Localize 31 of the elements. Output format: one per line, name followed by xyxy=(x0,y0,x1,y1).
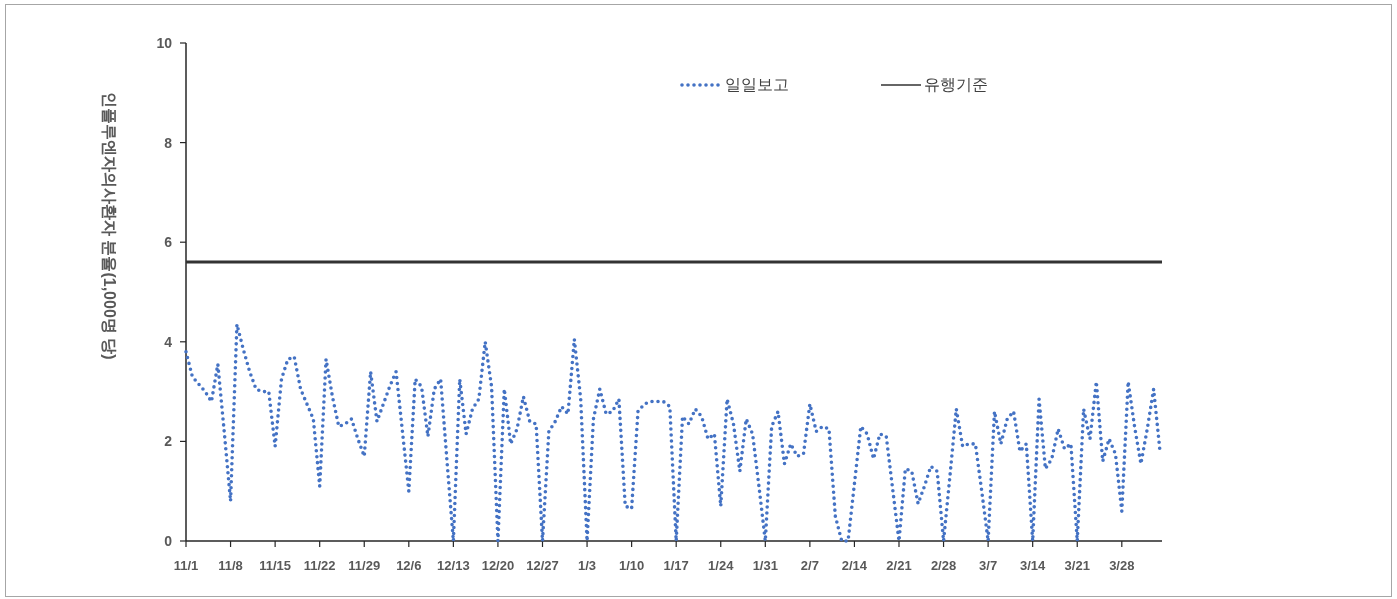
x-tick-label: 2/14 xyxy=(841,558,868,573)
x-tick-label: 1/17 xyxy=(663,558,689,573)
y-tick-label: 2 xyxy=(164,433,173,450)
x-tick-label: 11/29 xyxy=(348,558,381,573)
x-tick-label: 11/8 xyxy=(218,558,243,573)
x-tick-label: 12/27 xyxy=(526,558,559,573)
x-tick-label: 3/14 xyxy=(1020,558,1047,573)
x-tick-label: 12/6 xyxy=(396,558,422,573)
x-tick-label: 1/10 xyxy=(618,558,645,573)
x-tick-label: 11/1 xyxy=(173,558,199,573)
legend-label: 유행기준 xyxy=(924,76,988,93)
y-tick-label: 8 xyxy=(164,134,173,151)
legend-label: 일일보고 xyxy=(725,76,789,93)
x-tick-label: 1/3 xyxy=(578,558,597,573)
x-tick-label: 11/15 xyxy=(259,558,292,573)
y-axis-title: 인플루엔자의사환자 분율(1,000명 당) xyxy=(101,92,118,360)
y-tick-label: 10 xyxy=(156,35,173,51)
x-tick-label: 2/28 xyxy=(930,558,957,573)
x-tick-label: 3/21 xyxy=(1064,558,1090,573)
x-tick-label: 3/28 xyxy=(1109,558,1135,573)
x-tick-label: 2/7 xyxy=(800,558,819,573)
x-tick-label: 1/31 xyxy=(752,558,778,573)
x-tick-label: 1/24 xyxy=(708,558,735,573)
x-tick-label: 12/13 xyxy=(437,558,470,573)
x-tick-label: 3/7 xyxy=(979,558,998,573)
x-tick-label: 2/21 xyxy=(886,558,912,573)
x-tick-label: 11/22 xyxy=(303,558,336,573)
y-tick-label: 6 xyxy=(164,234,173,251)
x-tick-label: 12/20 xyxy=(481,558,515,573)
y-tick-label: 4 xyxy=(164,333,173,350)
y-tick-label: 0 xyxy=(164,533,173,549)
